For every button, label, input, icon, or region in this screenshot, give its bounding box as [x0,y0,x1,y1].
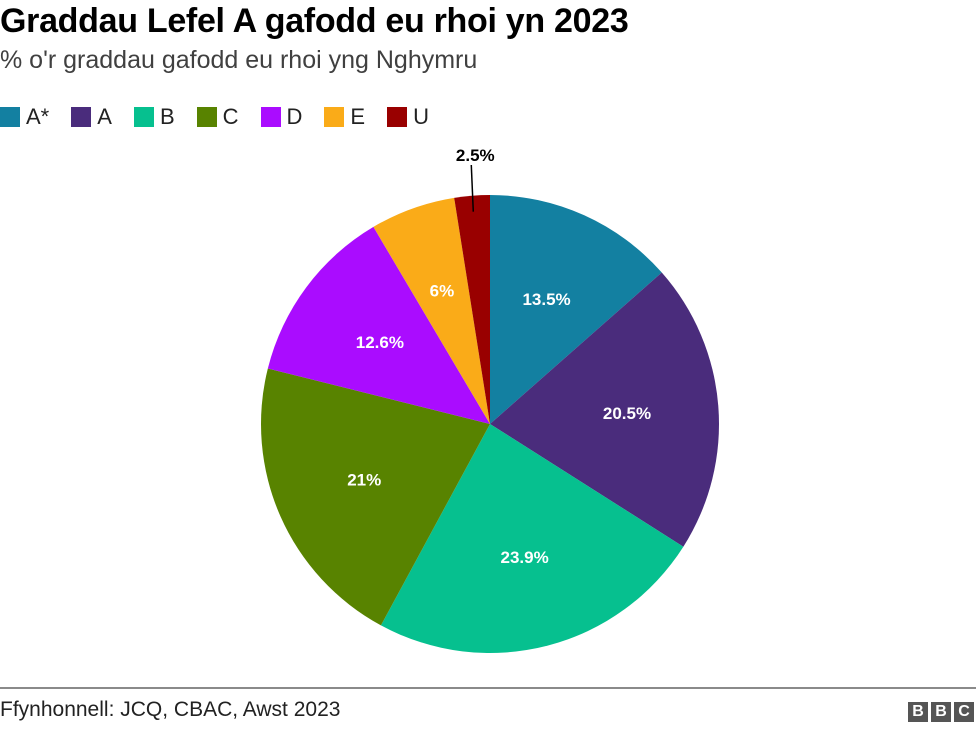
leader-line [470,164,475,212]
source-note: Ffynhonnell: JCQ, CBAC, Awst 2023 [0,698,341,721]
bbc-logo: B B C [905,702,974,722]
legend-label: B [159,104,175,129]
pie-data-label: 23.9% [500,548,548,567]
pie-slice-a [490,272,719,547]
chart-title: Graddau Lefel A gafodd eu rhoi yn 2023 [0,2,629,40]
footer-divider [0,687,976,689]
pie-slice-a-star [490,195,662,424]
legend-item-e: E [324,104,365,130]
pie-data-label: 21% [347,470,381,489]
pie-labels: 13.5% 20.5% 23.9% 21% 12.6% 6% 2.5% [347,146,651,567]
legend-item-b: B [133,104,175,130]
legend-swatch [133,107,154,127]
legend: A* A B C D E U [0,104,451,130]
legend-item-a: A [71,104,112,130]
legend-swatch [260,107,281,127]
pie-data-label: 6% [430,281,455,300]
legend-swatch [0,107,20,127]
pie-slice-u [454,195,490,424]
pie-data-label: 20.5% [603,404,651,423]
pie-data-label: 12.6% [356,333,404,352]
legend-label: C [222,104,239,129]
pie-slice-e [373,197,490,424]
legend-label: A [97,104,112,129]
chart-subtitle: % o'r graddau gafodd eu rhoi yng Nghymru [0,46,478,74]
legend-label: D [286,104,303,129]
legend-item-c: C [196,104,239,130]
pie-slice-b [380,424,684,654]
pie-data-label: 13.5% [522,290,570,309]
legend-swatch [387,107,408,127]
legend-swatch [196,107,217,127]
legend-swatch [71,107,92,127]
legend-item-a-star: A* [0,104,49,130]
legend-label: A* [26,104,50,129]
pie-slices [260,195,719,654]
pie-slice-d [267,226,490,424]
legend-label: U [413,104,429,129]
legend-swatch [324,107,345,127]
bbc-logo-letter: B [908,702,928,722]
pie-slice-c [260,368,490,626]
bbc-logo-letter: C [954,702,974,722]
legend-item-u: U [387,104,429,130]
bbc-logo-letter: B [931,702,951,722]
legend-item-d: D [260,104,303,130]
legend-label: E [350,104,366,129]
pie-data-label: 2.5% [456,146,495,165]
